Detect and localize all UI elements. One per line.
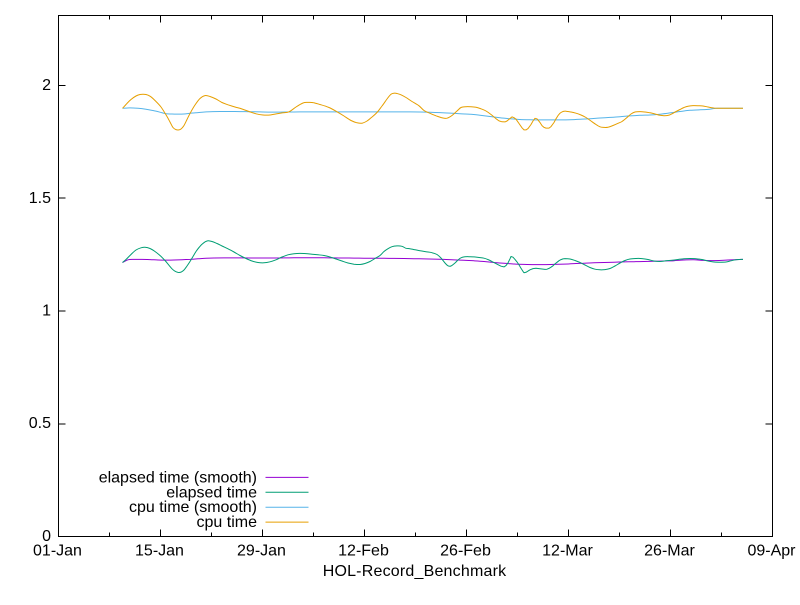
svg-text:HOL-Record_Benchmark: HOL-Record_Benchmark: [323, 563, 507, 580]
svg-text:elapsed time: elapsed time: [166, 484, 257, 501]
svg-text:0: 0: [42, 528, 51, 545]
svg-text:2: 2: [42, 77, 51, 94]
svg-text:01-Jan: 01-Jan: [33, 543, 82, 560]
svg-text:26-Mar: 26-Mar: [644, 543, 695, 560]
svg-text:1.5: 1.5: [29, 190, 51, 207]
svg-text:elapsed time (smooth): elapsed time (smooth): [99, 469, 257, 486]
svg-text:cpu time: cpu time: [197, 514, 258, 531]
svg-text:1: 1: [42, 303, 51, 320]
svg-text:09-Apr: 09-Apr: [747, 543, 796, 560]
svg-text:15-Jan: 15-Jan: [135, 543, 184, 560]
svg-text:29-Jan: 29-Jan: [237, 543, 286, 560]
svg-text:12-Mar: 12-Mar: [542, 543, 593, 560]
svg-text:0.5: 0.5: [29, 415, 51, 432]
svg-text:12-Feb: 12-Feb: [338, 543, 389, 560]
svg-text:26-Feb: 26-Feb: [440, 543, 491, 560]
svg-text:cpu time (smooth): cpu time (smooth): [129, 499, 257, 516]
